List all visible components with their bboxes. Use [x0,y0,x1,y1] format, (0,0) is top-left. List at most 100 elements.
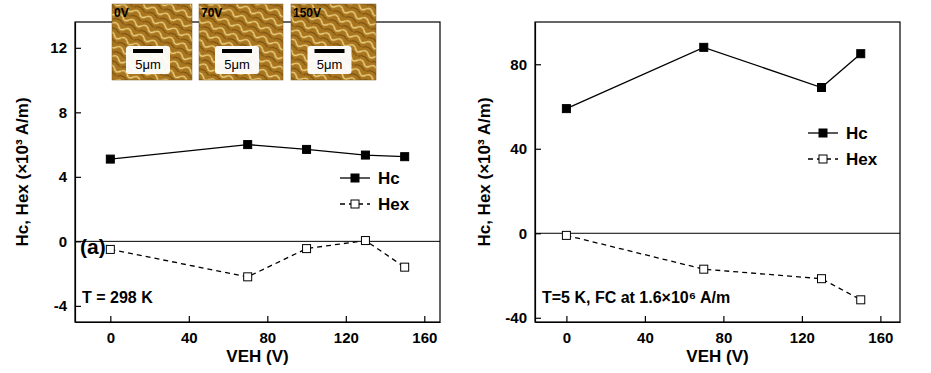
tick: -40 [505,309,541,326]
marker [303,245,311,253]
zero-line [535,233,900,234]
y-axis-title: Hc, Hex (×10³ A/m) [13,97,32,246]
marker [106,155,114,163]
tick-mark [75,112,81,113]
annotation: T = 298 K [82,289,153,306]
tick-label: 0 [59,233,67,250]
tick-mark [110,316,111,322]
tick: 80 [510,56,541,73]
inset-label: 0V [114,6,129,20]
tick-label: 160 [412,329,437,346]
marker [562,105,570,113]
tick: 160 [412,316,437,346]
scale-bar-box [215,46,259,74]
y-axis: -4 0 4 8 12 [50,23,81,323]
tick: 120 [334,316,359,346]
tick-label: -4 [54,297,68,314]
plot-area [106,141,408,281]
inset-image: 0V5μm [112,4,192,80]
tick-mark [424,316,425,322]
marker [361,237,369,245]
tick-mark [75,48,81,49]
marker [244,273,252,281]
marker [818,275,826,283]
legend: Hc Hex [808,124,878,169]
tick-mark [75,177,81,178]
tick: 4 [59,168,81,185]
y-axis-title: Hc, Hex (×10³ A/m) [475,97,494,246]
tick-label: 0 [519,225,527,242]
x-axis-title: VEH (V) [686,347,748,366]
tick-mark [802,316,803,322]
tick-label: 160 [868,329,893,346]
scale-bar [133,49,163,53]
tick-label: 40 [637,329,654,346]
legend-label: Hc [378,169,400,188]
tick: 12 [50,39,81,56]
legend-marker [351,174,359,182]
marker [818,83,826,91]
tick: 8 [59,104,81,121]
axis-line [535,23,536,323]
plot-frame [535,22,900,322]
inset-image: 150V 5μm [291,4,376,80]
legend-label: Hex [378,195,410,214]
tick-mark [723,316,724,322]
marker [700,265,708,273]
scale-bar-box [308,46,352,74]
marker [857,296,865,304]
tick: 40 [637,316,654,346]
axis-line [76,322,441,323]
axis-line [75,23,76,323]
tick-label: 8 [59,104,67,121]
marker [562,231,570,239]
scale-bar-box [126,46,170,74]
scale-bar-label: 5μm [224,57,250,72]
tick: 0 [563,316,571,346]
figure: 04080120160-404812VEH (V)Hc, Hex (×10³ A… [0,0,931,373]
tick: 40 [510,140,541,157]
tick-mark [189,316,190,322]
x-axis: 0 40 80 120 160 [536,316,901,346]
marker [106,245,114,253]
series-line [110,145,404,160]
plot-area [562,43,864,303]
tick: -4 [54,297,81,314]
tick: 120 [790,316,815,346]
marker [401,263,409,271]
plot-frame [75,22,440,322]
inset-image: 70V 5μm [199,4,283,80]
inset-label: 70V [201,6,222,20]
tick-label: 0 [563,329,571,346]
x-axis-title: VEH (V) [226,347,288,366]
scale-bar [315,49,345,53]
tick-label: 12 [50,39,67,56]
tick-label: 0 [107,329,115,346]
tick-label: 40 [181,329,198,346]
tick: 80 [259,316,276,346]
marker [244,141,252,149]
tick-label: 40 [510,140,527,157]
tick: 80 [716,316,733,346]
marker [700,43,708,51]
tick: 160 [868,316,893,346]
inset-picture [112,4,192,80]
marker [401,153,409,161]
tick-mark [535,64,541,65]
tick-mark [566,316,567,322]
zero-line [75,241,440,242]
tick-mark [75,306,81,307]
legend-marker [819,129,827,137]
legend-label: Hc [846,124,868,143]
axis-line [536,322,901,323]
tick-mark [346,316,347,322]
inset-label: 150V [293,6,321,20]
scale-bar-label: 5μm [317,57,343,72]
marker [361,151,369,159]
annotation: T=5 K, FC at 1.6×10⁶ A/m [542,289,730,306]
scale-bar [222,49,252,53]
x-axis: 0 40 80 120 160 [76,316,441,346]
legend-label: Hex [846,150,878,169]
legend: Hc Hex [340,169,410,214]
y-axis: -40 0 40 80 [505,23,541,327]
